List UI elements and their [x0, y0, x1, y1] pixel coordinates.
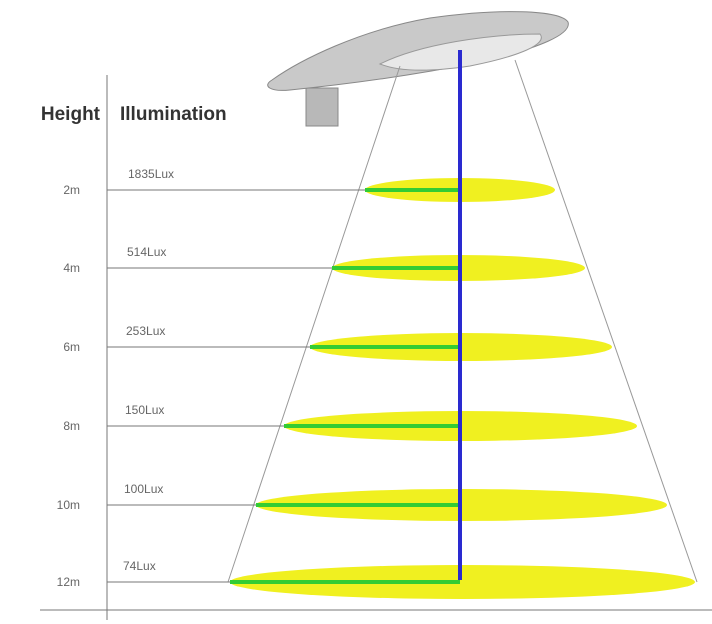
rows: 2m 1835Lux 4m 514Lux 6m 253Lux 8m 150Lux 10m 100L… [57, 167, 695, 599]
beam-edge [514, 59, 698, 583]
light-spot [230, 565, 695, 599]
lux-label: 1835Lux [128, 167, 174, 181]
lux-label: 100Lux [124, 482, 163, 496]
height-label: 8m [63, 419, 80, 433]
beam-edge [227, 65, 401, 583]
lux-label: 150Lux [125, 403, 164, 417]
lux-label: 74Lux [123, 559, 156, 573]
height-label: 6m [63, 340, 80, 354]
lux-label: 253Lux [126, 324, 165, 338]
height-header: Height [41, 104, 101, 125]
height-label: 4m [63, 261, 80, 275]
lux-label: 514Lux [127, 245, 166, 259]
illumination-header: Illumination [120, 104, 227, 125]
street-lamp [267, 11, 569, 127]
height-label: 2m [63, 183, 80, 197]
height-label: 10m [57, 498, 80, 512]
height-label: 12m [57, 575, 80, 589]
